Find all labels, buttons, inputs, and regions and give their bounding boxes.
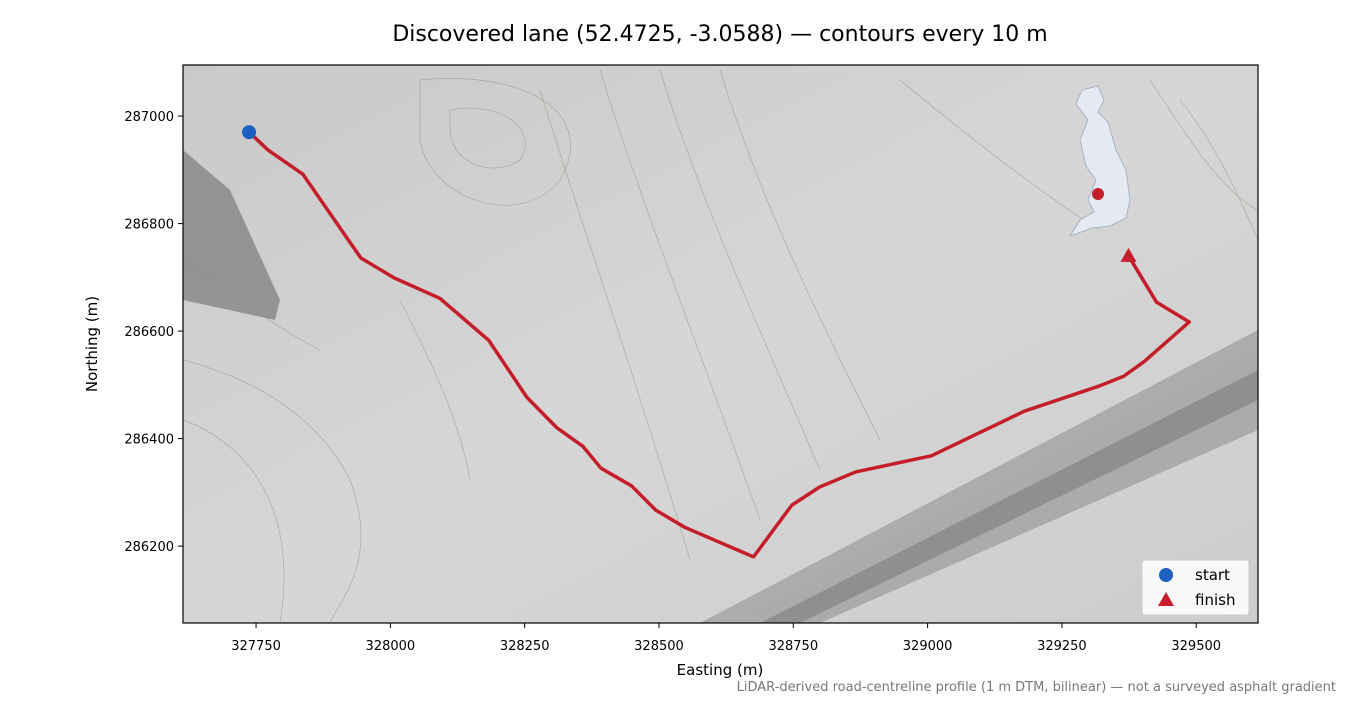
legend-label: start: [1195, 566, 1230, 584]
route-line: [247, 130, 1191, 559]
x-tick-label: 328250: [500, 639, 550, 654]
y-tick-label: 287000: [124, 110, 174, 125]
inset-map: [1069, 85, 1131, 237]
y-axis-label: Northing (m): [83, 296, 101, 392]
legend-marker: [1159, 568, 1173, 582]
footnote: LiDAR-derived road-centreline profile (1…: [737, 680, 1336, 695]
y-tick-label: 286800: [124, 218, 174, 233]
terrain: [183, 65, 1258, 623]
x-tick-label: 329250: [1037, 639, 1087, 654]
y-tick-label: 286600: [124, 325, 174, 340]
x-axis-label: Easting (m): [677, 661, 764, 679]
x-tick-label: 327750: [231, 639, 281, 654]
x-tick-label: 328500: [634, 639, 684, 654]
y-tick-label: 286200: [124, 540, 174, 555]
y-tick-label: 286400: [124, 433, 174, 448]
legend-label: finish: [1195, 591, 1235, 609]
legend-marker: [1158, 592, 1174, 606]
x-tick-label: 328000: [366, 639, 416, 654]
chart-title: Discovered lane (52.4725, -3.0588) — con…: [392, 22, 1047, 47]
finish-marker: [1120, 247, 1137, 262]
plot-layer: [247, 130, 1191, 559]
x-tick-label: 328750: [768, 639, 818, 654]
x-tick-label: 329500: [1171, 639, 1221, 654]
x-tick-label: 329000: [903, 639, 953, 654]
plot-frame: [182, 64, 1259, 624]
inset-location: [1092, 188, 1104, 200]
start-marker: [242, 125, 257, 140]
